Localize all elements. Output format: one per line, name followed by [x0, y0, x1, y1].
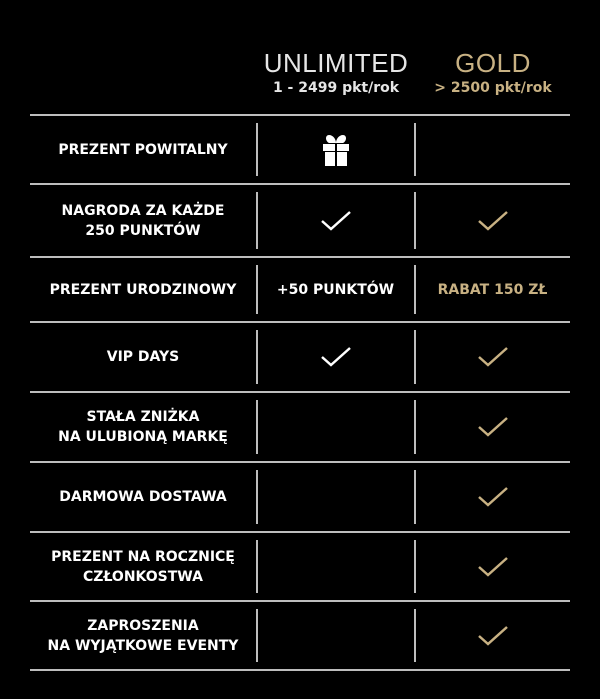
column-divider: [256, 540, 258, 593]
column-divider: [256, 330, 258, 384]
column-title: UNLIMITED: [263, 48, 409, 78]
benefit-label: ZAPROSZENIA NA WYJĄTKOWE EVENTY: [47, 617, 239, 654]
cell-value: [256, 462, 415, 532]
benefit-label: STAŁA ZNIŻKA NA ULUBIONĄ MARKĘ: [58, 409, 228, 445]
row-divider: [30, 531, 570, 533]
column-divider: [256, 400, 258, 454]
column-divider: [414, 540, 416, 593]
cell-value: [415, 115, 570, 184]
column-divider: [256, 265, 258, 314]
column-title: GOLD: [455, 48, 531, 78]
check-icon: [256, 184, 415, 257]
benefit-label: PREZENT URODZINOWY: [49, 281, 237, 298]
row-divider: [30, 321, 570, 323]
column-divider: [414, 330, 416, 384]
check-icon: [415, 392, 570, 462]
column-subtitle: > 2500 pkt/rok: [434, 80, 552, 96]
check-icon: [415, 532, 570, 601]
check-icon: [415, 601, 570, 670]
check-icon: [415, 462, 570, 532]
benefit-label: VIP DAYS: [106, 349, 180, 365]
cell-value: RABAT 150 ZŁ: [437, 281, 548, 298]
column-header-gold: GOLD > 2500 pkt/rok: [413, 48, 573, 98]
row-divider: [30, 114, 570, 116]
gift-icon: [256, 115, 415, 184]
column-divider: [256, 470, 258, 524]
cell-value: [256, 392, 415, 462]
cell-value: [256, 532, 415, 601]
column-divider: [414, 265, 416, 314]
row-divider: [30, 391, 570, 393]
benefit-label: PREZENT NA ROCZNICĘ CZŁONKOSTWA: [51, 548, 235, 585]
table-row: PREZENT POWITALNY: [30, 115, 570, 184]
table-row: ZAPROSZENIA NA WYJĄTKOWE EVENTY: [30, 601, 570, 670]
row-divider: [30, 183, 570, 185]
column-header-unlimited: UNLIMITED 1 - 2499 pkt/rok: [256, 48, 416, 98]
column-subtitle: 1 - 2499 pkt/rok: [272, 80, 400, 96]
table-row: DARMOWA DOSTAWA: [30, 462, 570, 532]
table-row: NAGRODA ZA KAŻDE 250 PUNKTÓW: [30, 184, 570, 257]
column-divider: [414, 470, 416, 524]
column-divider: [256, 123, 258, 176]
cell-value: [256, 601, 415, 670]
table-row: PREZENT URODZINOWY +50 PUNKTÓW RABAT 150 Z…: [30, 257, 570, 322]
benefit-label: PREZENT POWITALNY: [58, 141, 228, 158]
check-icon: [415, 322, 570, 392]
benefit-label: NAGRODA ZA KAŻDE 250 PUNKTÓW: [61, 202, 225, 239]
table-row: PREZENT NA ROCZNICĘ CZŁONKOSTWA: [30, 532, 570, 601]
cell-value: +50 PUNKTÓW: [276, 281, 395, 298]
column-divider: [414, 192, 416, 249]
column-divider: [256, 192, 258, 249]
check-icon: [415, 184, 570, 257]
column-divider: [256, 609, 258, 662]
row-divider: [30, 256, 570, 258]
row-divider: [30, 600, 570, 602]
table-row: VIP DAYS: [30, 322, 570, 392]
column-divider: [414, 400, 416, 454]
benefit-label: DARMOWA DOSTAWA: [59, 489, 227, 505]
check-icon: [256, 322, 415, 392]
row-divider: [30, 461, 570, 463]
column-divider: [414, 123, 416, 176]
table-row: STAŁA ZNIŻKA NA ULUBIONĄ MARKĘ: [30, 392, 570, 462]
row-divider: [30, 669, 570, 671]
column-divider: [414, 609, 416, 662]
